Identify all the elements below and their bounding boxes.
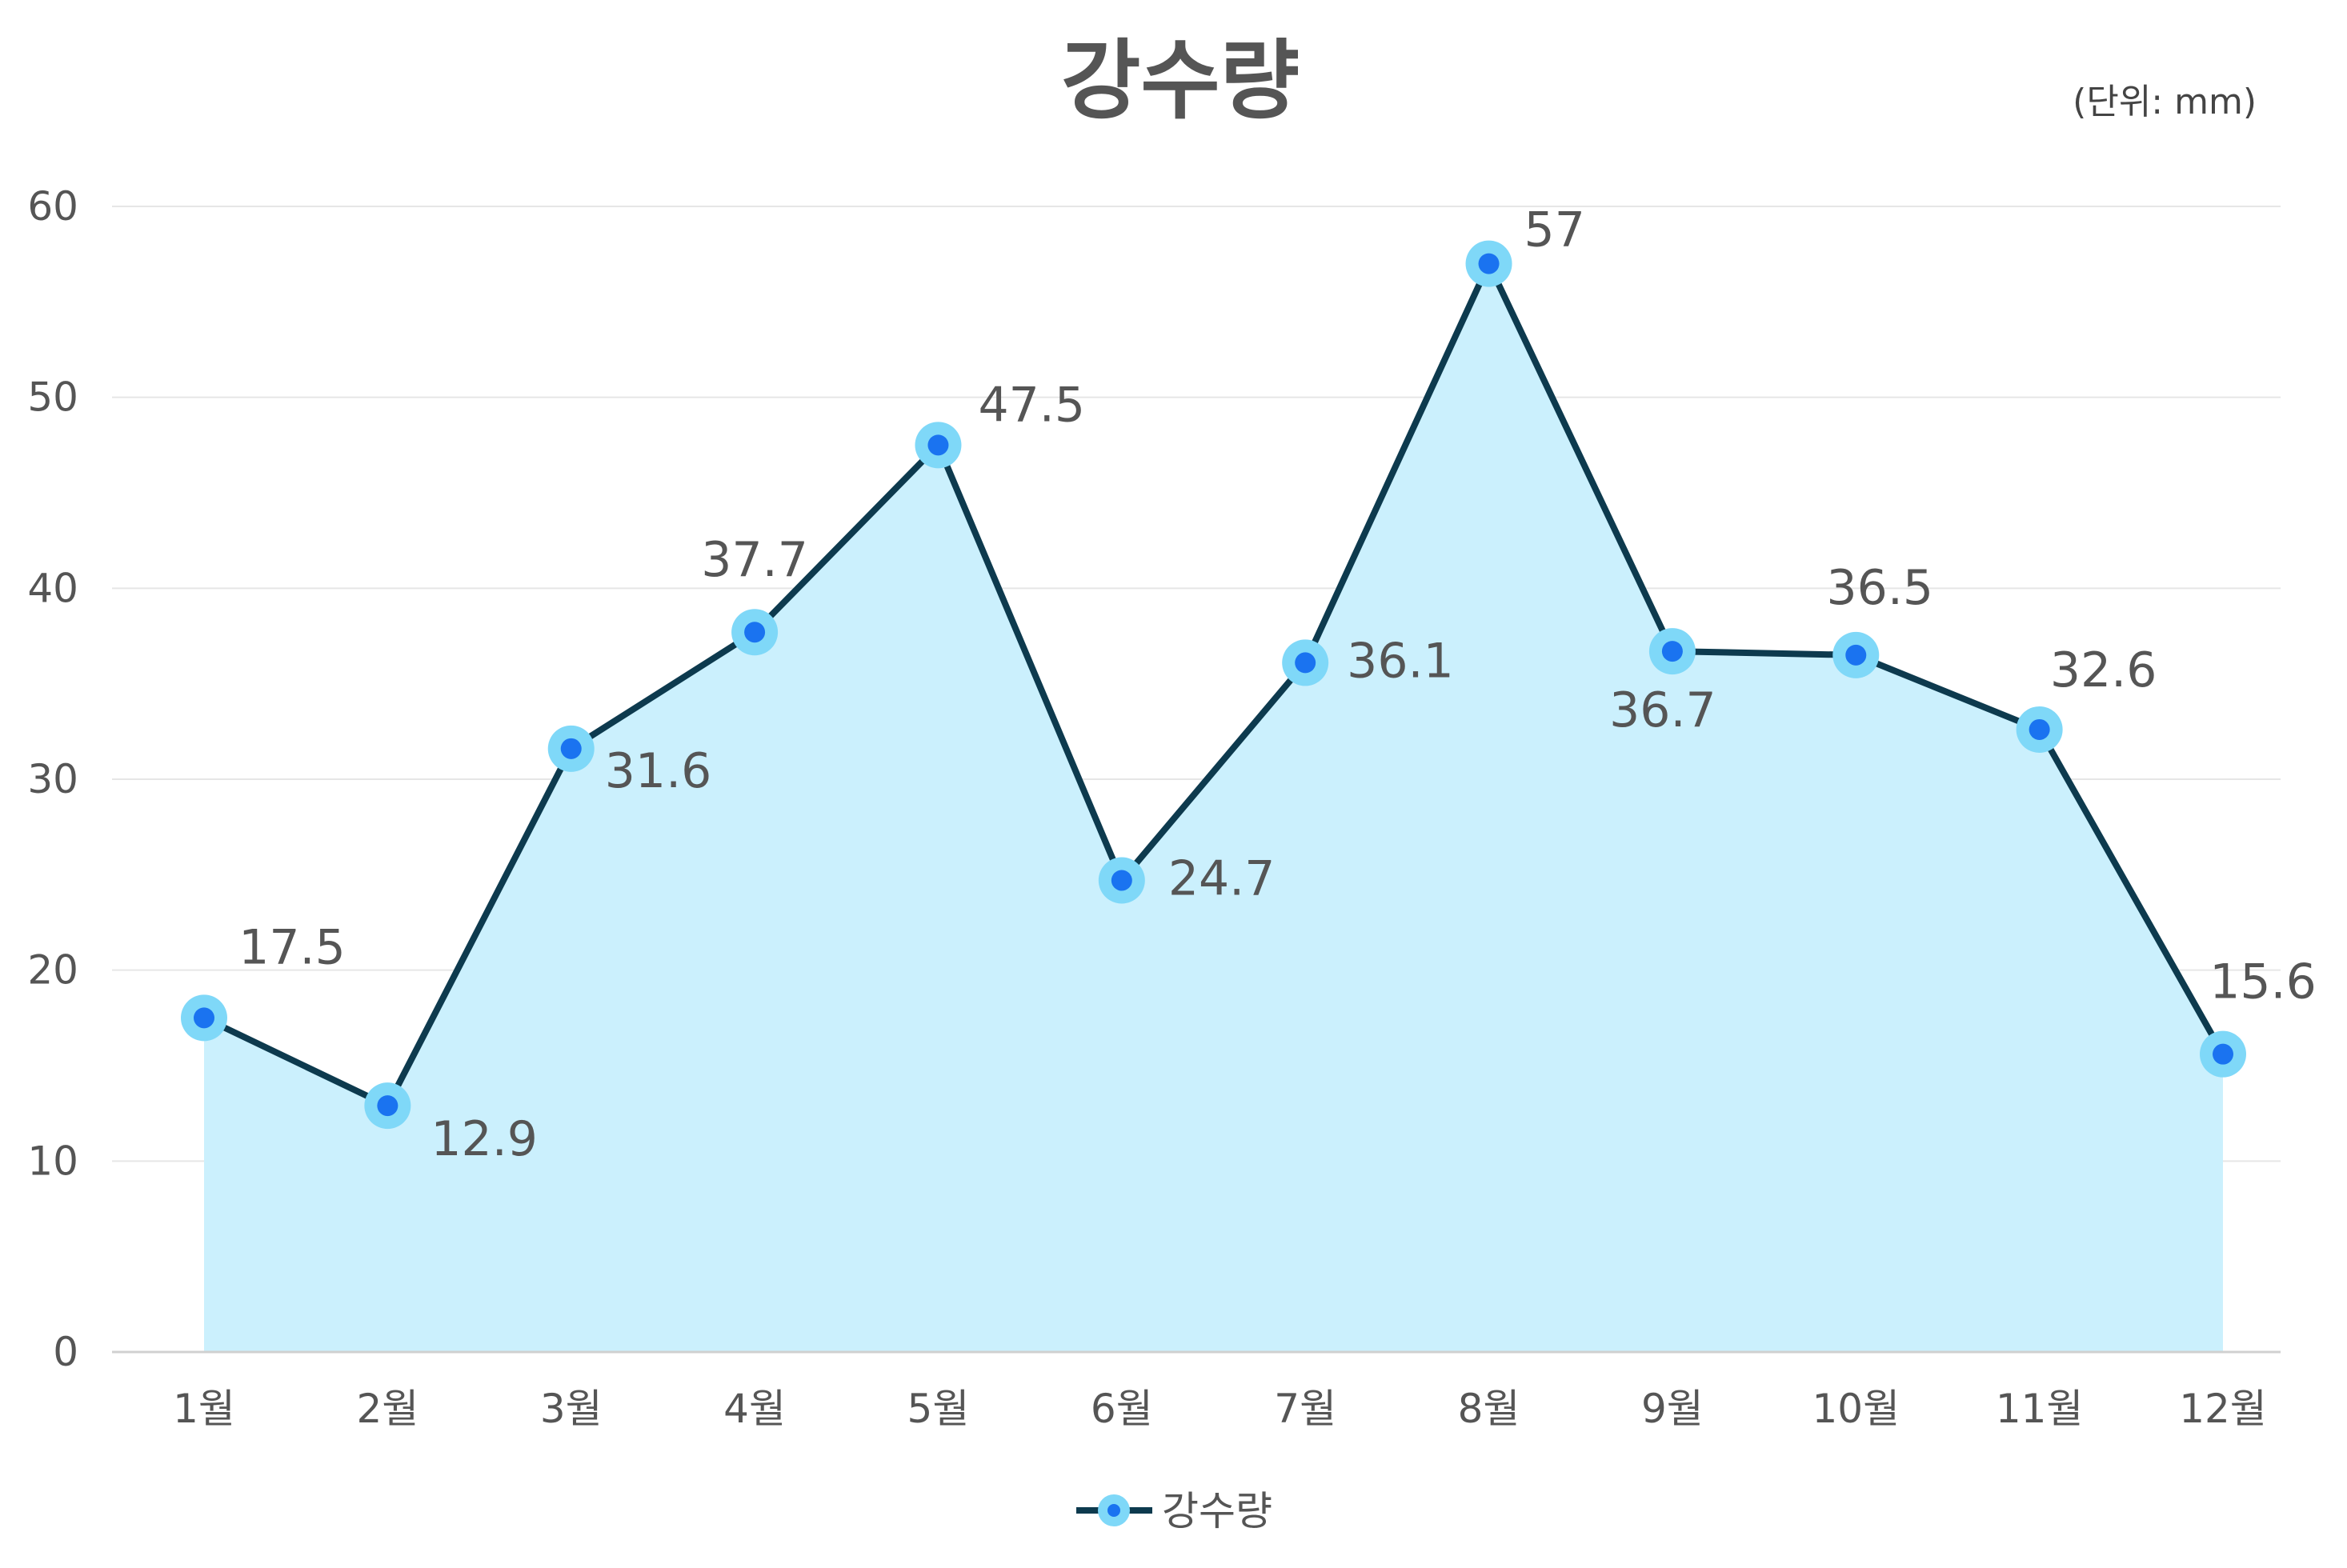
data-point-center xyxy=(1661,641,1683,662)
series-area-fill xyxy=(204,263,2223,1353)
data-point-6월 xyxy=(1098,857,1145,904)
x-tick-label-8월: 8월 xyxy=(1458,1386,1520,1432)
y-tick-label-30: 30 xyxy=(27,756,78,802)
data-point-1월 xyxy=(181,994,227,1042)
legend-marker-center xyxy=(1107,1504,1120,1517)
data-label-4월: 37.7 xyxy=(701,532,808,588)
x-tick-label-5월: 5월 xyxy=(907,1386,970,1432)
data-point-center xyxy=(927,434,949,456)
data-point-center xyxy=(744,622,766,643)
data-point-7월 xyxy=(1282,639,1329,686)
x-axis-ticks: 1월 2월 3월 4월 5월 6월 7월 8월 9월 10월 11월 12월 xyxy=(173,1386,2267,1432)
unit-note: (단위: mm) xyxy=(2073,82,2257,122)
data-label-3월: 31.6 xyxy=(605,743,712,799)
legend: 강수량 xyxy=(1076,1488,1272,1534)
data-point-3월 xyxy=(547,725,595,772)
data-label-10월: 36.5 xyxy=(1826,560,1933,616)
data-point-center xyxy=(1845,644,1867,666)
data-point-5월 xyxy=(915,422,962,469)
x-tick-label-9월: 9월 xyxy=(1641,1386,1704,1432)
data-point-10월 xyxy=(1832,631,1880,678)
y-tick-label-20: 20 xyxy=(27,947,78,994)
x-tick-label-1월: 1월 xyxy=(173,1386,235,1432)
y-tick-label-10: 10 xyxy=(27,1138,78,1184)
data-point-4월 xyxy=(731,609,779,656)
data-labels: 17.5 12.9 31.6 37.7 47.5 24.7 36.1 57 36.7 36.5 32… xyxy=(238,202,2317,1168)
data-point-2월 xyxy=(364,1082,411,1130)
legend-label: 강수량 xyxy=(1162,1488,1272,1534)
data-point-center xyxy=(194,1007,214,1029)
data-point-center xyxy=(377,1095,399,1117)
x-tick-label-4월: 4월 xyxy=(723,1386,786,1432)
data-label-9월: 36.7 xyxy=(1609,682,1716,738)
data-point-9월 xyxy=(1648,628,1696,675)
y-tick-label-60: 60 xyxy=(27,183,78,230)
data-label-2월: 12.9 xyxy=(431,1111,538,1167)
data-point-center xyxy=(1295,652,1316,674)
data-label-5월: 47.5 xyxy=(978,377,1085,433)
data-label-7월: 36.1 xyxy=(1347,633,1454,689)
data-label-11월: 32.6 xyxy=(2050,642,2157,698)
data-point-center xyxy=(2213,1043,2233,1065)
x-tick-label-10월: 10월 xyxy=(1812,1386,1900,1432)
y-tick-label-50: 50 xyxy=(27,374,78,421)
x-tick-label-3월: 3월 xyxy=(540,1386,603,1432)
x-tick-label-7월: 7월 xyxy=(1274,1386,1336,1432)
data-point-8월 xyxy=(1465,240,1512,287)
x-tick-label-2월: 2월 xyxy=(356,1386,419,1432)
data-point-center xyxy=(1111,870,1132,891)
y-tick-label-0: 0 xyxy=(53,1329,78,1375)
x-tick-label-6월: 6월 xyxy=(1091,1386,1153,1432)
data-point-11월 xyxy=(2016,706,2063,753)
x-tick-label-12월: 12월 xyxy=(2179,1386,2267,1432)
y-tick-label-40: 40 xyxy=(27,565,78,611)
data-label-6월: 24.7 xyxy=(1168,850,1276,906)
x-tick-label-11월: 11월 xyxy=(1996,1386,2084,1432)
data-point-center xyxy=(1478,253,1500,274)
data-point-12월 xyxy=(2200,1030,2246,1078)
y-axis-ticks: 0 10 20 30 40 50 60 xyxy=(27,183,78,1375)
data-point-center xyxy=(560,738,582,759)
data-label-8월: 57 xyxy=(1524,202,1585,258)
data-label-12월: 15.6 xyxy=(2209,954,2317,1010)
chart-title: 강수량 xyxy=(1061,31,1300,131)
data-point-center xyxy=(2029,718,2050,740)
series-line xyxy=(202,260,2226,1110)
data-label-1월: 17.5 xyxy=(238,919,346,975)
data-points xyxy=(181,240,2246,1130)
